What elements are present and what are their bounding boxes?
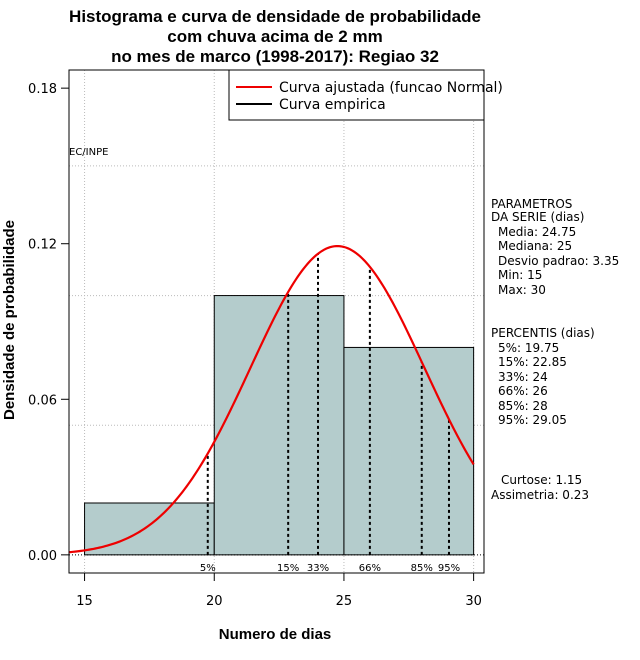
percentile-label-5: 5% bbox=[200, 563, 216, 574]
histogram-chart: Histograma e curva de densidade de proba… bbox=[0, 0, 640, 660]
y-tick-label-2: 0.12 bbox=[28, 238, 57, 253]
pct-value-66: 66%: 26 bbox=[498, 384, 548, 398]
y-tick-label-3: 0.18 bbox=[28, 82, 57, 97]
param-desvio: Desvio padrao: 3.35 bbox=[498, 254, 619, 268]
percentile-label-95: 95% bbox=[438, 563, 460, 574]
legend-label-normal: Curva ajustada (funcao Normal) bbox=[279, 80, 503, 96]
histogram-bar-2 bbox=[214, 296, 344, 555]
x-tick-label-20: 20 bbox=[206, 594, 223, 609]
chart-title-line-3: no mes de marco (1998-2017): Regiao 32 bbox=[111, 47, 439, 66]
legend: Curva ajustada (funcao Normal) Curva emp… bbox=[229, 70, 503, 120]
percentile-label-66: 66% bbox=[359, 563, 381, 574]
legend-label-empirical: Curva empirica bbox=[279, 97, 386, 113]
chart-title-line-2: com chuva acima de 2 mm bbox=[167, 27, 382, 46]
pct-value-15: 15%: 22.85 bbox=[498, 355, 567, 369]
params-header-1: PARAMETROS bbox=[491, 197, 572, 211]
percentile-label-33: 33% bbox=[307, 563, 329, 574]
y-tick-label-1: 0.06 bbox=[28, 393, 57, 408]
x-axis-title: Numero de dias bbox=[219, 626, 332, 643]
percentile-label-15: 15% bbox=[277, 563, 299, 574]
y-axis-title: Densidade de probabilidade bbox=[1, 220, 18, 420]
param-min: Min: 15 bbox=[498, 268, 542, 282]
params-header-2: DA SERIE (dias) bbox=[491, 210, 584, 224]
x-tick-label-15: 15 bbox=[76, 594, 93, 609]
x-tick-label-30: 30 bbox=[465, 594, 482, 609]
param-mediana: Mediana: 25 bbox=[498, 239, 572, 253]
side-panel: PARAMETROS DA SERIE (dias) Media: 24.75 … bbox=[491, 197, 619, 502]
assimetria-value: Assimetria: 0.23 bbox=[491, 488, 589, 502]
percentis-header: PERCENTIS (dias) bbox=[491, 326, 595, 340]
chart-title-line-1: Histograma e curva de densidade de proba… bbox=[69, 7, 481, 26]
pct-value-5: 5%: 19.75 bbox=[498, 341, 559, 355]
param-max: Max: 30 bbox=[498, 283, 546, 297]
x-tick-label-25: 25 bbox=[336, 594, 353, 609]
percentile-label-85: 85% bbox=[411, 563, 433, 574]
pct-value-95: 95%: 29.05 bbox=[498, 413, 567, 427]
curtose-value: Curtose: 1.15 bbox=[501, 473, 582, 487]
pct-value-33: 33%: 24 bbox=[498, 370, 548, 384]
source-note: EC/INPE bbox=[69, 147, 108, 158]
pct-value-85: 85%: 28 bbox=[498, 399, 548, 413]
histogram-bar-3 bbox=[344, 347, 474, 554]
param-media: Media: 24.75 bbox=[498, 225, 576, 239]
y-tick-label-0: 0.00 bbox=[28, 549, 57, 564]
